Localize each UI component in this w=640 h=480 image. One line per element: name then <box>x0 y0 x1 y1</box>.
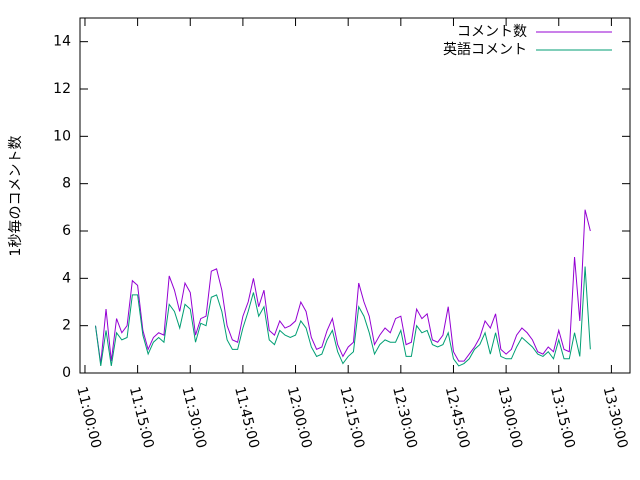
y-tick-label: 2 <box>62 318 71 334</box>
y-tick-label: 4 <box>62 270 71 286</box>
y-tick-label: 8 <box>62 176 71 192</box>
y-tick-label: 6 <box>62 223 71 239</box>
series-line <box>95 209 591 364</box>
y-tick-label: 0 <box>62 365 71 381</box>
y-tick-label: 12 <box>53 81 71 97</box>
y-tick-label: 14 <box>53 34 71 50</box>
legend-label: 英語コメント <box>443 41 527 58</box>
series-line <box>95 266 591 367</box>
y-tick-label: 10 <box>53 128 71 144</box>
plot-border <box>79 17 631 374</box>
y-axis-label: 1秒毎のコメント数 <box>8 136 24 257</box>
legend-label: コメント数 <box>457 24 527 40</box>
